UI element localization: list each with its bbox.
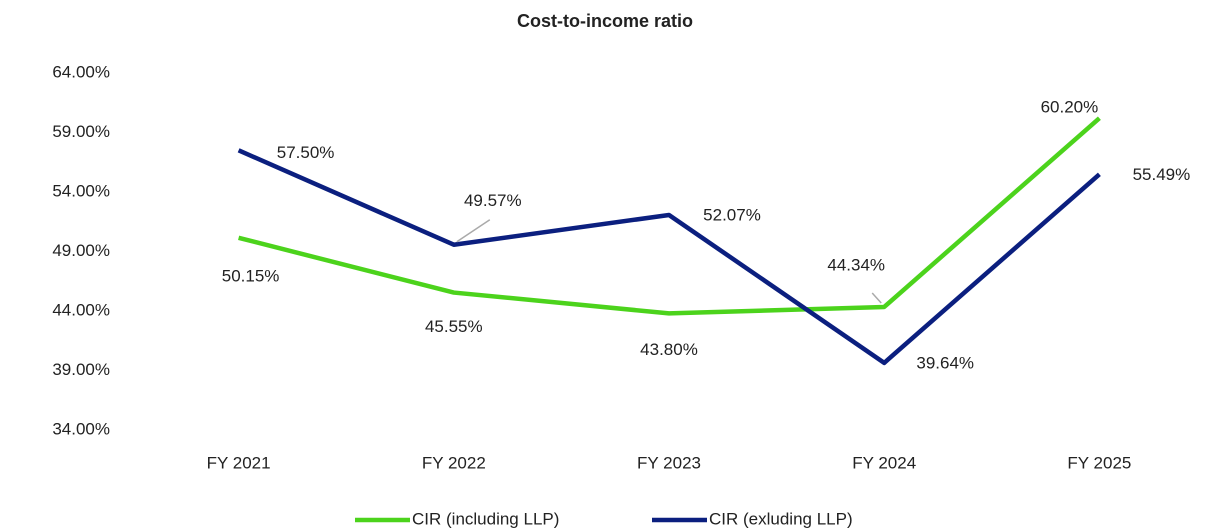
y-tick-label: 39.00% — [52, 360, 110, 379]
data-label: 52.07% — [703, 205, 761, 224]
y-tick-label: 59.00% — [52, 122, 110, 141]
x-tick-label: FY 2021 — [207, 453, 271, 472]
data-label: 43.80% — [640, 340, 698, 359]
data-label: 39.64% — [916, 353, 974, 372]
data-label: 57.50% — [277, 143, 335, 162]
y-tick-label: 54.00% — [52, 181, 110, 200]
series-line — [238, 116, 1101, 316]
x-tick-label: FY 2022 — [422, 453, 486, 472]
data-label: 44.34% — [827, 255, 885, 274]
data-label: 45.55% — [425, 317, 483, 336]
y-tick-label: 34.00% — [52, 419, 110, 438]
y-tick-label: 44.00% — [52, 300, 110, 319]
leader-line — [456, 219, 491, 243]
data-label: 60.20% — [1041, 98, 1099, 117]
data-label: 49.57% — [464, 191, 522, 210]
y-tick-label: 49.00% — [52, 241, 110, 260]
y-tick-label: 64.00% — [52, 62, 110, 81]
x-tick-label: FY 2024 — [852, 453, 916, 472]
chart-title: Cost-to-income ratio — [517, 11, 693, 31]
leader-line — [871, 292, 882, 304]
data-label: 55.49% — [1133, 165, 1191, 184]
legend-label: CIR (exluding LLP) — [709, 509, 853, 528]
series-line — [237, 148, 1101, 366]
legend-label: CIR (including LLP) — [412, 509, 559, 528]
x-tick-label: FY 2023 — [637, 453, 701, 472]
x-tick-label: FY 2025 — [1067, 453, 1131, 472]
data-label: 50.15% — [222, 266, 280, 285]
